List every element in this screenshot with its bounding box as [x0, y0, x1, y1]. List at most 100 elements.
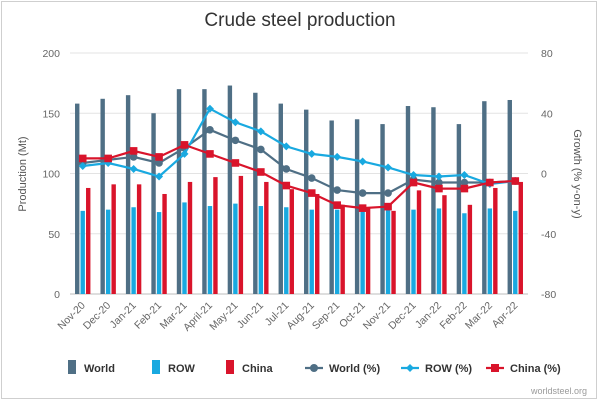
x-tick-label: Apr-22: [490, 300, 521, 331]
point-china-pct: [460, 184, 469, 193]
point-world-pct: [307, 174, 316, 182]
y-tick-label: 0: [54, 289, 60, 301]
x-tick-label: Nov-21: [361, 300, 394, 333]
point-row-pct: [409, 171, 418, 180]
point-world-pct: [333, 186, 341, 194]
legend-label-row: ROW: [168, 363, 196, 375]
bar-row: [513, 210, 518, 294]
y-tick-label: 50: [48, 229, 60, 241]
bar-world: [125, 95, 131, 294]
bar-china: [86, 187, 91, 294]
point-china-pct: [104, 154, 112, 163]
bar-row: [284, 207, 289, 294]
bar-world: [202, 89, 207, 295]
y-axis-label: Production (Mt): [17, 136, 29, 211]
point-row-pct: [358, 157, 367, 166]
y2-tick-label: -80: [541, 289, 556, 301]
bar-row: [487, 208, 493, 294]
legend-label-world: World (%): [329, 363, 380, 375]
bar-row: [258, 206, 264, 294]
point-world-pct: [155, 159, 163, 167]
point-china-pct: [155, 153, 163, 161]
bar-china: [315, 193, 320, 294]
bar-world: [75, 103, 80, 294]
bar-china: [111, 184, 116, 294]
x-tick-label: Feb-22: [437, 300, 469, 332]
point-row-pct: [180, 149, 189, 158]
line-row-pct: [82, 107, 516, 186]
bar-row: [360, 210, 365, 294]
bar-china: [416, 190, 422, 294]
point-china-pct: [409, 178, 418, 187]
point-row-pct: [205, 104, 214, 113]
point-china-pct: [78, 154, 87, 163]
point-china-pct: [307, 189, 316, 197]
bar-row: [309, 209, 314, 294]
bar-row: [105, 209, 111, 294]
point-row-pct: [155, 172, 164, 181]
bar-china: [493, 187, 498, 294]
legend-marker-world: [310, 364, 318, 372]
point-row-pct: [231, 118, 240, 127]
bar-row: [385, 209, 391, 294]
point-row-pct: [256, 127, 265, 136]
y-tick-label: 200: [42, 48, 60, 60]
point-china-pct: [358, 204, 367, 212]
legend-label-row: ROW (%): [425, 363, 472, 375]
bar-world: [176, 89, 182, 295]
bar-world: [151, 113, 156, 294]
bar-world: [380, 124, 385, 294]
x-tick-label: Dec-21: [386, 300, 419, 333]
line-china-pct: [82, 143, 516, 210]
x-tick-label: Mar-22: [463, 300, 495, 332]
bar-row: [80, 210, 85, 294]
legend-marker-row: [406, 364, 414, 372]
point-row-pct: [307, 149, 316, 158]
chart-title: Crude steel production: [204, 10, 395, 31]
x-tick-label: Dec-20: [81, 300, 114, 333]
point-china-pct: [206, 150, 214, 158]
point-world-pct: [257, 145, 265, 154]
bar-world: [304, 109, 309, 294]
bar-row: [462, 213, 467, 294]
point-row-pct: [78, 161, 87, 170]
x-tick-label: May-21: [207, 300, 240, 333]
bar-world: [329, 120, 334, 294]
bar-world: [456, 124, 462, 294]
y2-tick-label: 40: [541, 108, 553, 120]
bar-row: [207, 206, 213, 294]
bar-china: [264, 181, 269, 294]
point-row-pct: [282, 142, 291, 151]
bar-china: [340, 204, 345, 294]
y2-axis-label: Growth (% y-on-y): [571, 129, 583, 218]
legend-label-china: China: [242, 363, 273, 375]
x-tick-label: Sep-21: [310, 300, 343, 333]
point-china-pct: [257, 168, 265, 176]
line-world-pct: [82, 128, 516, 195]
point-world-pct: [435, 178, 443, 187]
x-tick-label: Feb-21: [132, 300, 164, 332]
point-world-pct: [231, 136, 240, 145]
legend-label-world: World: [84, 363, 115, 375]
bar-world: [507, 99, 512, 295]
bar-row: [156, 212, 162, 294]
y2-tick-label: 80: [541, 48, 553, 60]
y-tick-label: 150: [42, 108, 60, 120]
point-china-pct: [282, 181, 291, 190]
bar-world: [278, 103, 283, 294]
point-world-pct: [384, 189, 392, 197]
point-china-pct: [384, 202, 392, 211]
y2-tick-label: 0: [541, 169, 547, 181]
point-china-pct: [129, 147, 138, 155]
point-china-pct: [435, 184, 443, 193]
point-world-pct: [358, 189, 367, 197]
y-tick-label: 100: [42, 169, 60, 181]
bar-world: [253, 92, 258, 294]
bar-row: [411, 209, 416, 294]
legend-swatch-china: [226, 360, 234, 374]
point-china-pct: [231, 159, 240, 167]
bar-world: [482, 101, 487, 294]
bar-china: [467, 204, 473, 294]
point-world-pct: [129, 153, 138, 161]
